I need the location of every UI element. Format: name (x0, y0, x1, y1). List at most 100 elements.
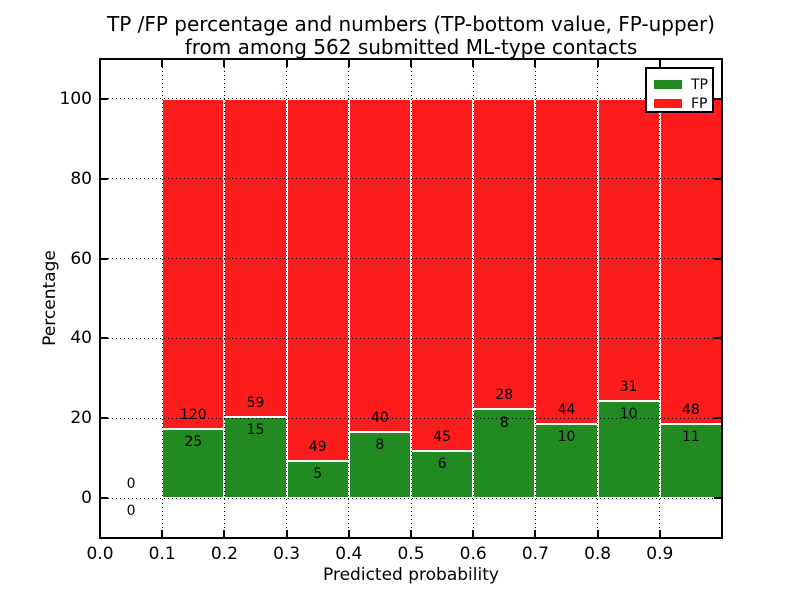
y-tick-mark (100, 257, 108, 260)
y-tick-label: 40 (70, 328, 92, 349)
fp-bar-segment (286, 98, 349, 462)
fp-bar-segment (162, 98, 225, 430)
x-tick-label: 0.8 (584, 544, 612, 564)
chart-title-line1: TP /FP percentage and numbers (TP-bottom… (107, 12, 715, 36)
x-tick-mark (223, 530, 226, 538)
legend: TP FP (645, 67, 714, 113)
tp-count-label: 10 (619, 405, 638, 422)
x-tick-label: 0.0 (86, 544, 114, 564)
fp-count-label: 59 (246, 395, 265, 412)
fp-bar-segment (535, 98, 598, 425)
plot-area: 0 0 120 25 59 15 49 5 40 8 45 6 28 8 44 10 31 10 48 11 (99, 58, 723, 539)
fp-count-label: 0 (126, 476, 136, 493)
x-tick-mark-top (596, 59, 599, 67)
vertical-gridline (223, 59, 225, 538)
y-tick-mark (100, 497, 108, 500)
tp-count-label: 5 (313, 466, 323, 483)
fp-bar-segment (224, 98, 287, 418)
x-tick-mark (472, 530, 475, 538)
tp-bar-segment (597, 400, 660, 499)
legend-label: TP (691, 76, 708, 93)
x-tick-mark (410, 530, 412, 538)
vertical-gridline (161, 59, 163, 538)
x-tick-mark-top (285, 59, 288, 67)
y-tick-mark-right (714, 97, 722, 100)
vertical-gridline (286, 59, 288, 538)
y-tick-mark (100, 177, 108, 180)
x-tick-mark (161, 530, 164, 538)
fp-bar-segment (597, 98, 660, 401)
tp-count-label: 11 (681, 428, 700, 445)
fp-count-label: 28 (495, 387, 514, 404)
chart-title: TP /FP percentage and numbers (TP-bottom… (100, 13, 722, 59)
fp-bar-segment (348, 98, 411, 432)
fp-bar-segment (411, 98, 474, 452)
x-tick-mark-top (99, 59, 101, 67)
tp-bar-segment (224, 417, 287, 499)
x-tick-mark-top (161, 59, 164, 67)
fp-count-label: 44 (557, 402, 576, 419)
y-tick-mark-right (714, 177, 722, 180)
x-tick-mark-top (410, 59, 412, 67)
fp-bar-segment (659, 98, 722, 424)
tp-count-label: 10 (557, 429, 576, 446)
fp-legend-swatch (654, 99, 682, 108)
chart-title-line2: from among 562 submitted ML-type contact… (184, 35, 638, 59)
fp-count-label: 31 (619, 378, 638, 395)
y-tick-mark-right (714, 417, 722, 420)
tp-count-label: 0 (126, 503, 136, 520)
x-tick-label: 0.2 (210, 544, 238, 564)
vertical-gridline (410, 59, 412, 538)
tp-legend-swatch (654, 80, 682, 89)
tp-bar-segment (411, 451, 474, 499)
x-tick-label: 0.3 (273, 544, 301, 564)
y-tick-label: 100 (59, 88, 92, 109)
legend-item-fp: FP (647, 94, 712, 113)
tp-count-label: 6 (437, 456, 447, 473)
y-tick-mark-right (714, 497, 722, 500)
fp-count-label: 48 (681, 401, 700, 418)
x-tick-mark (285, 530, 288, 538)
y-tick-label: 0 (81, 488, 92, 509)
y-tick-label: 60 (70, 248, 92, 269)
fp-bar-segment (473, 98, 536, 410)
tp-bar-segment (348, 431, 411, 499)
vertical-gridline (348, 59, 350, 538)
x-tick-mark (534, 530, 537, 538)
tp-count-label: 8 (499, 414, 509, 431)
y-tick-mark (100, 97, 108, 100)
tp-count-label: 8 (375, 436, 385, 453)
x-tick-mark-top (534, 59, 537, 67)
y-tick-label: 20 (70, 408, 92, 429)
fp-count-label: 40 (370, 409, 389, 426)
tp-bar-segment (535, 424, 598, 499)
tp-bar-segment (162, 429, 225, 499)
x-tick-label: 0.6 (459, 544, 487, 564)
x-tick-mark (347, 530, 350, 538)
tp-count-label: 15 (246, 422, 265, 439)
y-tick-mark (100, 417, 108, 420)
legend-label: FP (691, 95, 708, 112)
y-tick-mark-right (714, 337, 722, 340)
x-tick-mark-top (658, 59, 661, 67)
x-tick-mark (596, 530, 599, 538)
fp-count-label: 49 (308, 439, 327, 456)
vertical-gridline (597, 59, 599, 538)
x-tick-label: 0.5 (397, 544, 425, 564)
x-axis-label: Predicted probability (323, 565, 499, 585)
x-tick-label: 0.9 (646, 544, 674, 564)
x-tick-mark (658, 530, 661, 538)
vertical-gridline (659, 59, 661, 538)
tp-bar-segment (473, 409, 536, 499)
x-tick-label: 0.4 (335, 544, 363, 564)
x-tick-mark-top (472, 59, 475, 67)
x-tick-label: 0.7 (521, 544, 549, 564)
tp-count-label: 25 (184, 434, 203, 451)
x-tick-mark-top (347, 59, 350, 67)
y-tick-mark-right (714, 257, 722, 260)
x-tick-mark (99, 530, 101, 538)
tp-bar-segment (286, 461, 349, 499)
vertical-gridline (472, 59, 474, 538)
tp-bar-segment (659, 423, 722, 499)
